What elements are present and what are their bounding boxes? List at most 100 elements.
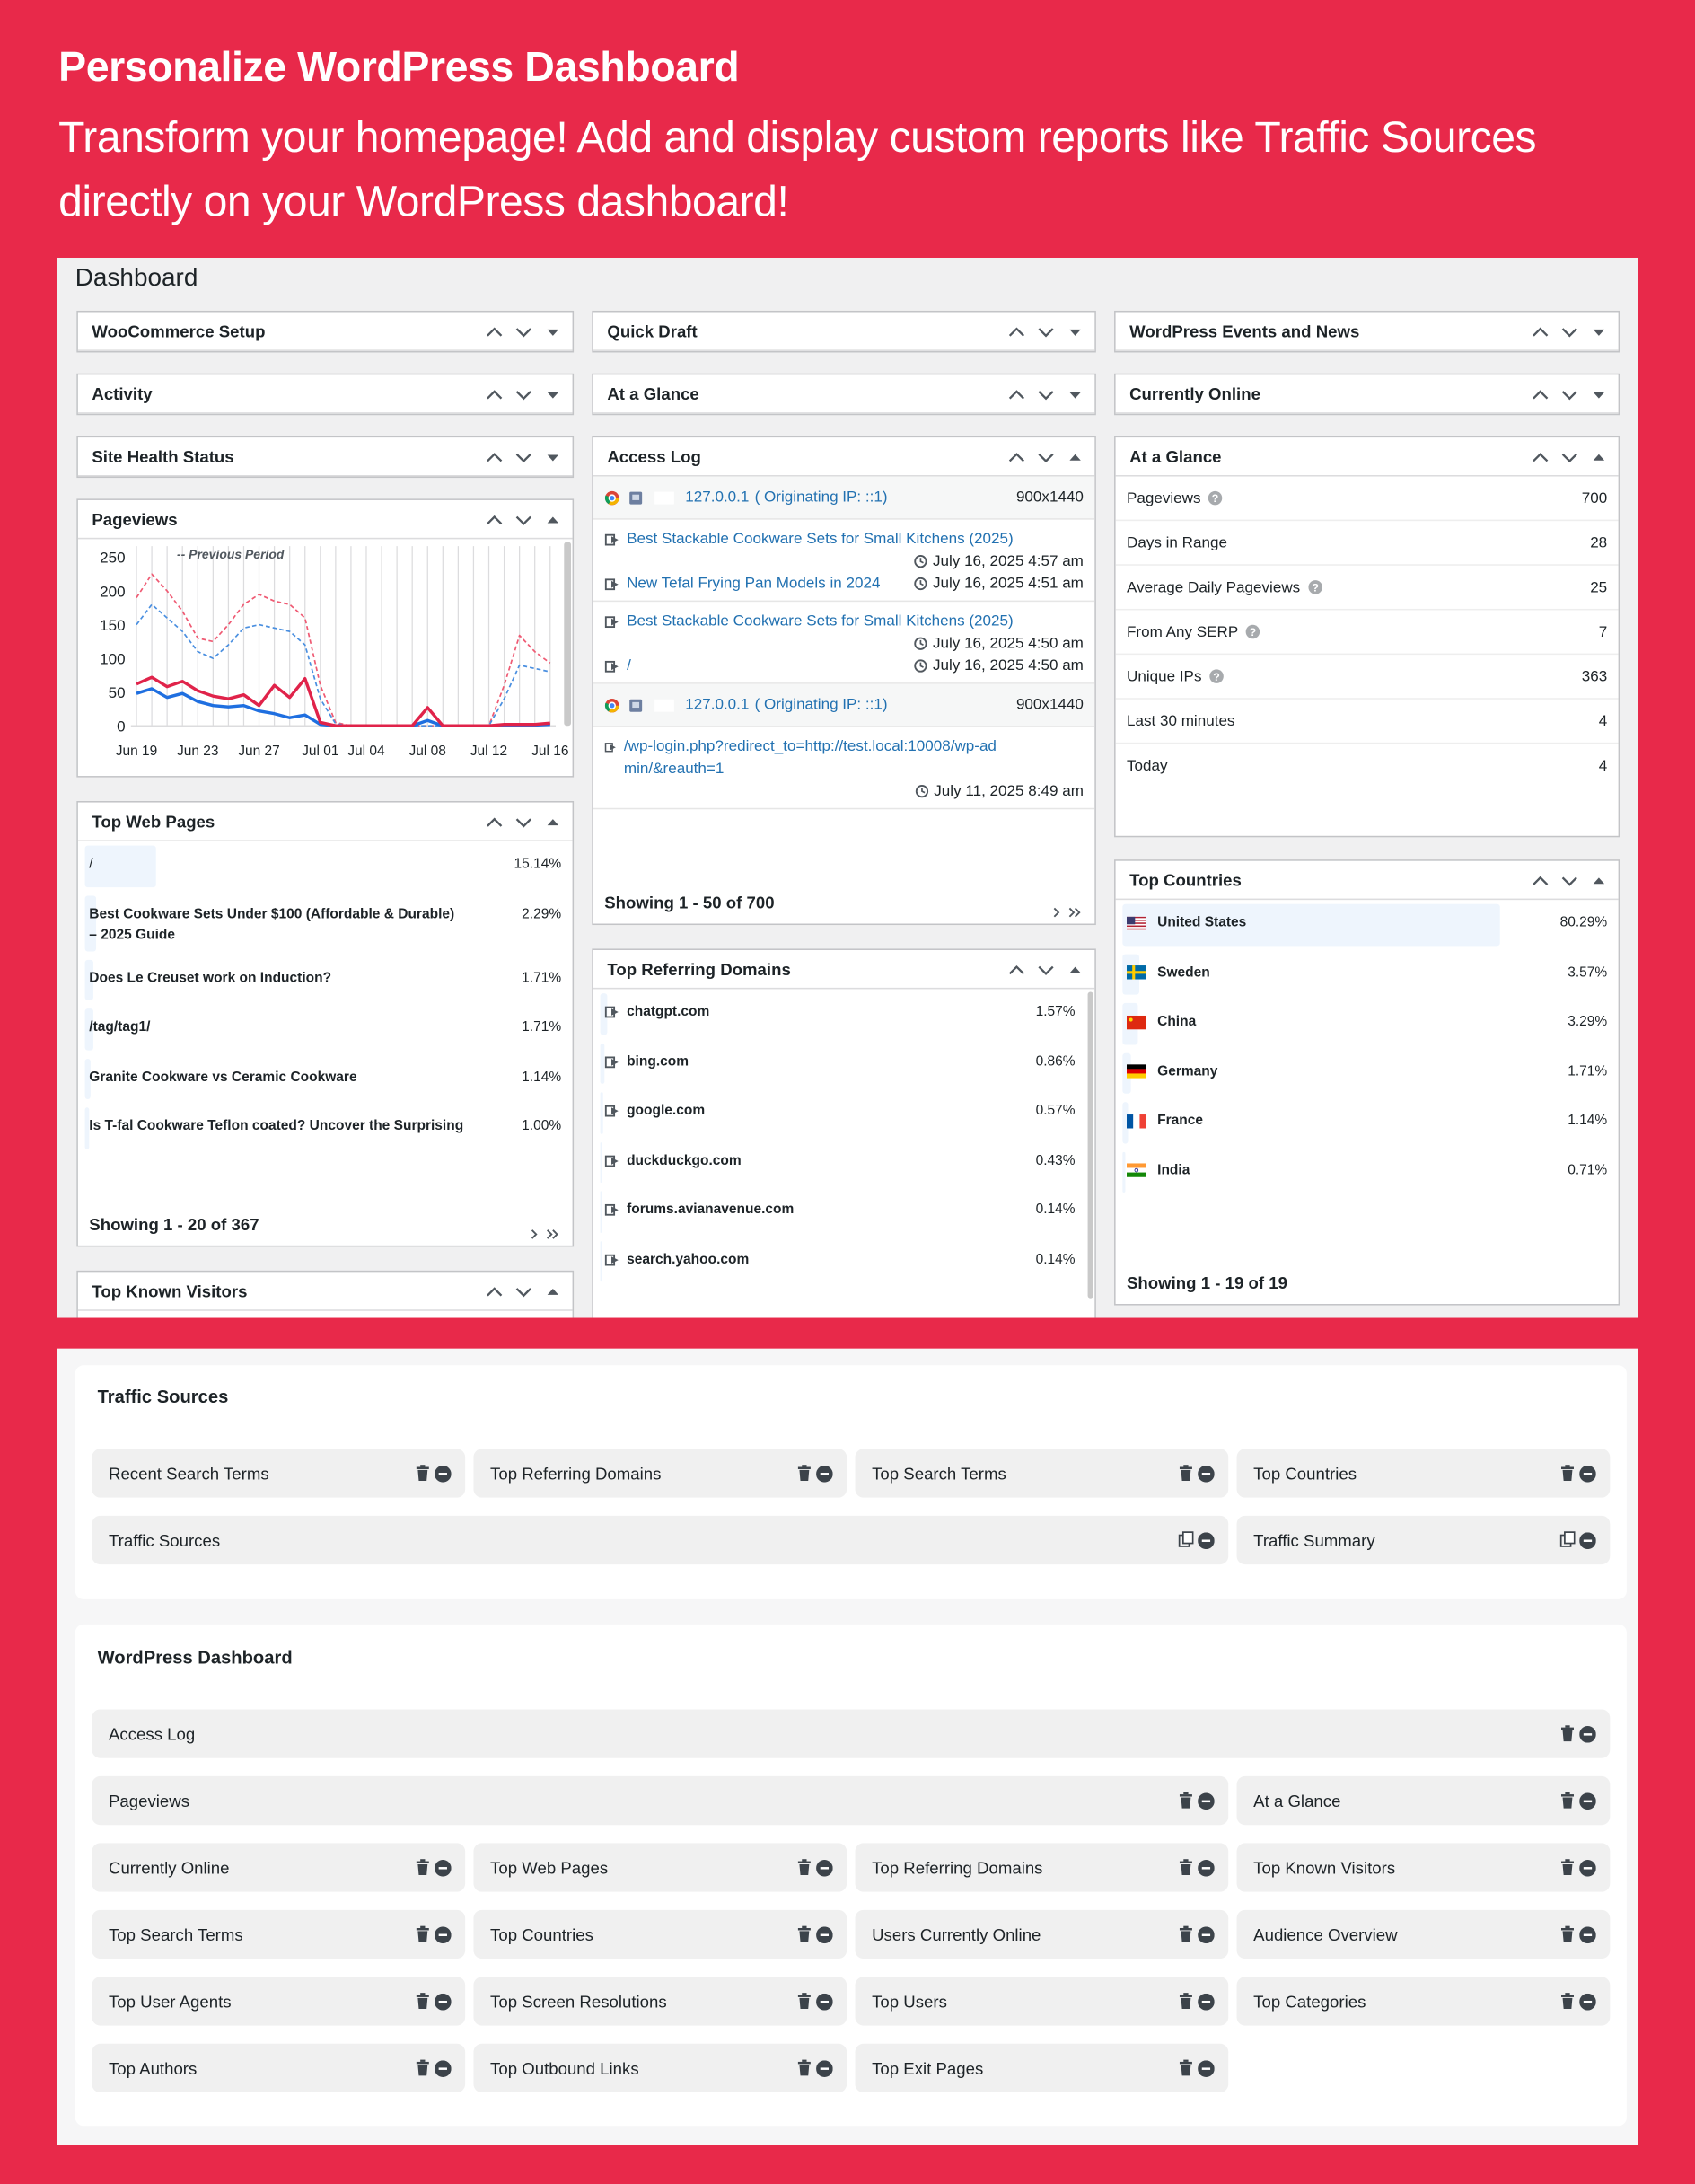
remove-icon[interactable] [816, 1993, 833, 2010]
copy-icon[interactable] [1559, 1531, 1576, 1549]
remove-icon[interactable] [1198, 1993, 1215, 2010]
report-row[interactable]: Is T-fal Cookware Teflon coated? Uncover… [78, 1104, 573, 1153]
delete-icon[interactable] [796, 1925, 812, 1943]
widget-header[interactable]: Top Web Pages [77, 803, 573, 841]
page-link[interactable]: /wp-login.php?redirect_to=http://test.lo… [623, 738, 997, 778]
report-item[interactable]: Top Referring Domains [473, 1449, 848, 1498]
remove-icon[interactable] [1579, 1925, 1596, 1943]
remove-icon[interactable] [1198, 1792, 1215, 1810]
pager-arrows[interactable] [1050, 905, 1084, 920]
widget-header[interactable]: At a Glance [1115, 437, 1619, 477]
widget-controls[interactable] [483, 1283, 566, 1300]
report-row[interactable]: Sweden 3.57% [1116, 949, 1619, 999]
origin-ip[interactable]: ( Originating IP: ::1) [754, 696, 888, 714]
remove-icon[interactable] [1198, 1465, 1215, 1482]
widget-controls[interactable] [1006, 961, 1089, 978]
report-item[interactable]: Top Users [855, 1977, 1229, 2026]
ip-address[interactable]: 127.0.0.1 [685, 696, 750, 714]
widget-controls[interactable] [483, 814, 566, 831]
remove-icon[interactable] [1579, 1792, 1596, 1810]
remove-icon[interactable] [1198, 1531, 1215, 1549]
widget-controls[interactable] [1006, 323, 1089, 340]
delete-icon[interactable] [1178, 1992, 1193, 2010]
report-item[interactable]: Audience Overview [1236, 1909, 1611, 1959]
remove-icon[interactable] [1579, 1859, 1596, 1876]
report-item[interactable]: Top Search Terms [92, 1909, 466, 1959]
report-item[interactable]: Top Referring Domains [855, 1843, 1229, 1892]
report-row[interactable]: United States 80.29% [1116, 900, 1619, 949]
report-item[interactable]: Top User Agents [92, 1977, 466, 2026]
report-item[interactable]: Top Web Pages [473, 1843, 848, 1892]
report-item[interactable]: Top Outbound Links [473, 2043, 848, 2093]
widget-header[interactable]: Top Known Visitors [77, 1272, 573, 1311]
report-row[interactable]: forums.avianavenue.com 0.14% [593, 1187, 1086, 1237]
delete-icon[interactable] [1178, 1925, 1193, 1943]
delete-icon[interactable] [796, 1858, 812, 1876]
remove-icon[interactable] [1579, 1531, 1596, 1549]
report-item[interactable]: Top Categories [1236, 1977, 1611, 2026]
delete-icon[interactable] [1559, 1464, 1575, 1482]
widget-header[interactable]: Top Countries [1115, 861, 1619, 901]
report-item[interactable]: Top Search Terms [855, 1449, 1229, 1498]
report-item[interactable]: Traffic Sources [92, 1515, 1229, 1565]
delete-icon[interactable] [1559, 1925, 1575, 1943]
report-row[interactable]: bing.com 0.86% [593, 1038, 1086, 1088]
widget-controls[interactable] [483, 323, 566, 340]
widget-header[interactable]: WooCommerce Setup [77, 312, 573, 351]
widget-header[interactable]: Activity [77, 374, 573, 414]
report-row[interactable]: / 15.14% [78, 841, 573, 891]
widget-controls[interactable] [1529, 386, 1612, 403]
help-icon[interactable]: ? [1307, 579, 1322, 594]
remove-icon[interactable] [1198, 1925, 1215, 1943]
delete-icon[interactable] [796, 2059, 812, 2077]
widget-header[interactable]: Quick Draft [593, 312, 1095, 351]
report-item[interactable]: Top Countries [473, 1909, 848, 1959]
delete-icon[interactable] [1559, 1992, 1575, 2010]
report-row[interactable]: google.com 0.57% [593, 1088, 1086, 1138]
widget-controls[interactable] [1529, 323, 1612, 340]
widget-header[interactable]: Currently Online [1115, 374, 1619, 414]
report-item[interactable]: Traffic Summary [1236, 1515, 1611, 1565]
delete-icon[interactable] [415, 1858, 430, 1876]
report-item[interactable]: Top Authors [92, 2043, 466, 2093]
report-row[interactable]: China 3.29% [1116, 999, 1619, 1048]
remove-icon[interactable] [816, 2059, 833, 2077]
pager-arrows[interactable] [528, 1228, 561, 1242]
widget-controls[interactable] [483, 449, 566, 466]
scrollbar[interactable] [564, 542, 572, 727]
scrollbar[interactable] [1087, 991, 1093, 1299]
remove-icon[interactable] [1579, 1725, 1596, 1742]
remove-icon[interactable] [816, 1859, 833, 1876]
remove-icon[interactable] [435, 2059, 452, 2077]
report-item[interactable]: Top Screen Resolutions [473, 1977, 848, 2026]
delete-icon[interactable] [415, 2059, 430, 2077]
widget-controls[interactable] [483, 511, 566, 528]
report-item[interactable]: Top Known Visitors [1236, 1843, 1611, 1892]
origin-ip[interactable]: ( Originating IP: ::1) [754, 489, 888, 506]
delete-icon[interactable] [1178, 1464, 1193, 1482]
widget-controls[interactable] [1529, 449, 1612, 466]
report-row[interactable]: /tag/tag1/1.71% [78, 1004, 573, 1053]
remove-icon[interactable] [435, 1465, 452, 1482]
report-row[interactable]: Best Cookware Sets Under $100 (Affordabl… [78, 891, 573, 955]
help-icon[interactable]: ? [1245, 624, 1260, 639]
report-row[interactable]: Granite Cookware vs Ceramic Cookware 1.14… [78, 1054, 573, 1104]
report-row[interactable]: Does Le Creuset work on Induction? 1.71% [78, 955, 573, 1004]
report-row[interactable]: duckduckgo.com 0.43% [593, 1138, 1086, 1187]
remove-icon[interactable] [1198, 1859, 1215, 1876]
page-link[interactable]: Best Stackable Cookware Sets for Small K… [627, 531, 1014, 548]
copy-icon[interactable] [1178, 1531, 1194, 1549]
delete-icon[interactable] [1178, 2059, 1193, 2077]
widget-controls[interactable] [1006, 449, 1089, 466]
delete-icon[interactable] [1559, 1858, 1575, 1876]
report-item[interactable]: Access Log [92, 1709, 1611, 1758]
remove-icon[interactable] [1198, 2059, 1215, 2077]
pager[interactable] [1050, 895, 1084, 923]
delete-icon[interactable] [415, 1925, 430, 1943]
page-link[interactable]: / [627, 657, 631, 674]
widget-header[interactable]: Site Health Status [77, 437, 573, 477]
ip-address[interactable]: 127.0.0.1 [685, 489, 750, 506]
delete-icon[interactable] [796, 1992, 812, 2010]
report-item[interactable]: At a Glance [1236, 1775, 1611, 1826]
delete-icon[interactable] [415, 1992, 430, 2010]
